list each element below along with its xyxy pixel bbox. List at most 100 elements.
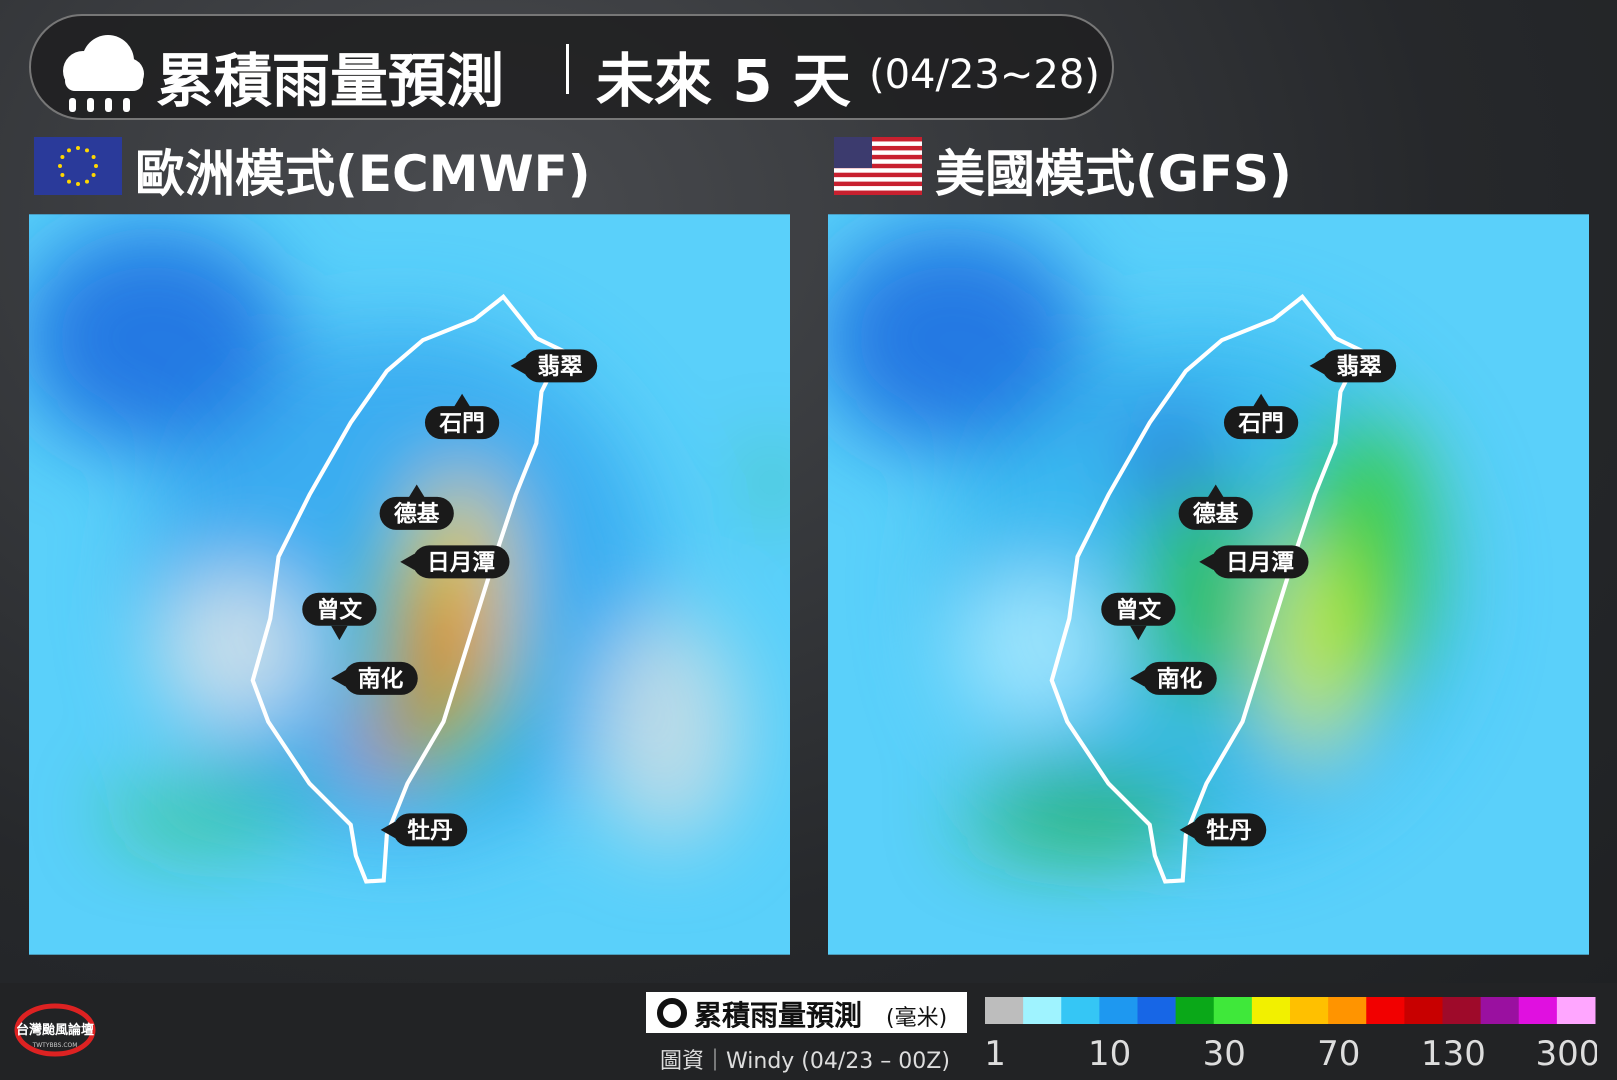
rain-area (761, 451, 782, 514)
legend-swatch (1556, 997, 1596, 1024)
rain-area (413, 570, 470, 725)
station: 德基 (379, 484, 454, 530)
station: 曾文 (1101, 592, 1176, 641)
legend-title: 累積雨量預測 (694, 999, 863, 1032)
station-pointer (1199, 553, 1214, 571)
stripe (834, 186, 922, 192)
stripe (834, 154, 922, 160)
station-name: 南化 (358, 666, 404, 693)
legend-tick: 130 (1421, 1034, 1486, 1074)
stripe (834, 150, 922, 156)
legend-swatch (1290, 997, 1329, 1024)
station-pointer (510, 357, 525, 375)
legend-swatch (1404, 997, 1443, 1024)
station-name: 石門 (1237, 411, 1283, 437)
legend-tick: 30 (1203, 1034, 1246, 1074)
color-legend: 1 10 30 70 130 300 (985, 997, 1597, 1074)
station-name: 曾文 (317, 596, 363, 623)
station: 翡翠 (510, 349, 598, 383)
divider (566, 44, 569, 94)
station: 牡丹 (380, 813, 468, 847)
station-pointer (380, 821, 396, 839)
logo: 台灣颱風論壇 TWTYBBS.COM (14, 1003, 96, 1057)
station-box (393, 813, 468, 847)
star (85, 148, 89, 153)
station-box (302, 592, 377, 626)
stripe (834, 168, 922, 174)
station-pointer (1130, 625, 1147, 641)
legend-swatch (1442, 997, 1482, 1024)
station: 南化 (1130, 661, 1217, 695)
stripe (834, 159, 922, 165)
station-name: 牡丹 (1206, 818, 1251, 844)
station-pointer (408, 484, 425, 498)
station-box (343, 661, 418, 695)
legend-swatch (1480, 997, 1520, 1024)
stripe (834, 190, 922, 195)
stripe (834, 145, 922, 151)
star (76, 182, 80, 186)
station-name: 翡翠 (1336, 354, 1381, 380)
legend-swatch (1137, 997, 1177, 1024)
taiwan-outline (250, 293, 565, 884)
legend-swatch (1518, 997, 1558, 1024)
star (76, 146, 80, 150)
panel-label: 美國模式(GFS) (935, 145, 1292, 203)
legend-swatch (1023, 997, 1062, 1024)
source: 圖資｜Windy (04/23 – 00Z) (660, 1049, 950, 1074)
station: 德基 (1178, 484, 1253, 530)
legend-tick: 70 (1317, 1034, 1360, 1074)
header: 累積雨量預測 未來 5 天 (04/23~28) (29, 14, 1114, 120)
station-box (1192, 813, 1267, 847)
station: 翡翠 (1309, 349, 1397, 383)
station: 南化 (331, 661, 418, 695)
station-name: 德基 (394, 501, 440, 528)
station-name: 德基 (1193, 501, 1239, 528)
rain-area (111, 791, 318, 834)
date: (04/23~28) (869, 52, 1100, 98)
legend-swatch (1251, 997, 1291, 1024)
station: 日月潭 (400, 545, 510, 579)
rain-area (29, 224, 287, 452)
station: 曾文 (302, 592, 377, 641)
stripe (834, 177, 922, 183)
legend-swatch (1099, 997, 1138, 1024)
station: 日月潭 (1199, 545, 1309, 579)
rain-area (1121, 394, 1215, 509)
station-pointer (331, 670, 346, 687)
station-box (424, 406, 500, 440)
legend-swatch (985, 997, 1024, 1024)
logo-name: 台灣颱風論壇 (16, 1022, 94, 1038)
stripe (834, 172, 922, 178)
station-name: 日月潭 (427, 550, 495, 576)
stripe (834, 141, 922, 147)
rain-area (157, 570, 313, 725)
rain-area (1271, 533, 1354, 761)
station-name: 牡丹 (407, 818, 452, 844)
subtitle: 未來 5 天 (596, 47, 851, 115)
station-pointer (1130, 670, 1145, 687)
stripe (834, 163, 922, 169)
legend-swatch (1061, 997, 1100, 1024)
station: 石門 (1223, 393, 1299, 440)
legend-swatch (1213, 997, 1253, 1024)
panel-label: 歐洲模式(ECMWF) (135, 145, 591, 203)
title: 累積雨量預測 (156, 47, 505, 115)
legend-tick: 1 (985, 1034, 1006, 1074)
rain-area (956, 570, 1112, 725)
station-pointer (1179, 821, 1195, 839)
taiwan-outline (1049, 293, 1364, 884)
station-box (379, 496, 454, 530)
station-box (412, 545, 510, 579)
station-name: 南化 (1157, 666, 1203, 693)
star (85, 179, 89, 184)
star (58, 164, 62, 168)
station-name: 翡翠 (537, 354, 582, 380)
rain-area (967, 776, 1205, 849)
station-box (1321, 349, 1397, 383)
rain-area (358, 709, 421, 772)
swirl-icon (657, 998, 687, 1028)
